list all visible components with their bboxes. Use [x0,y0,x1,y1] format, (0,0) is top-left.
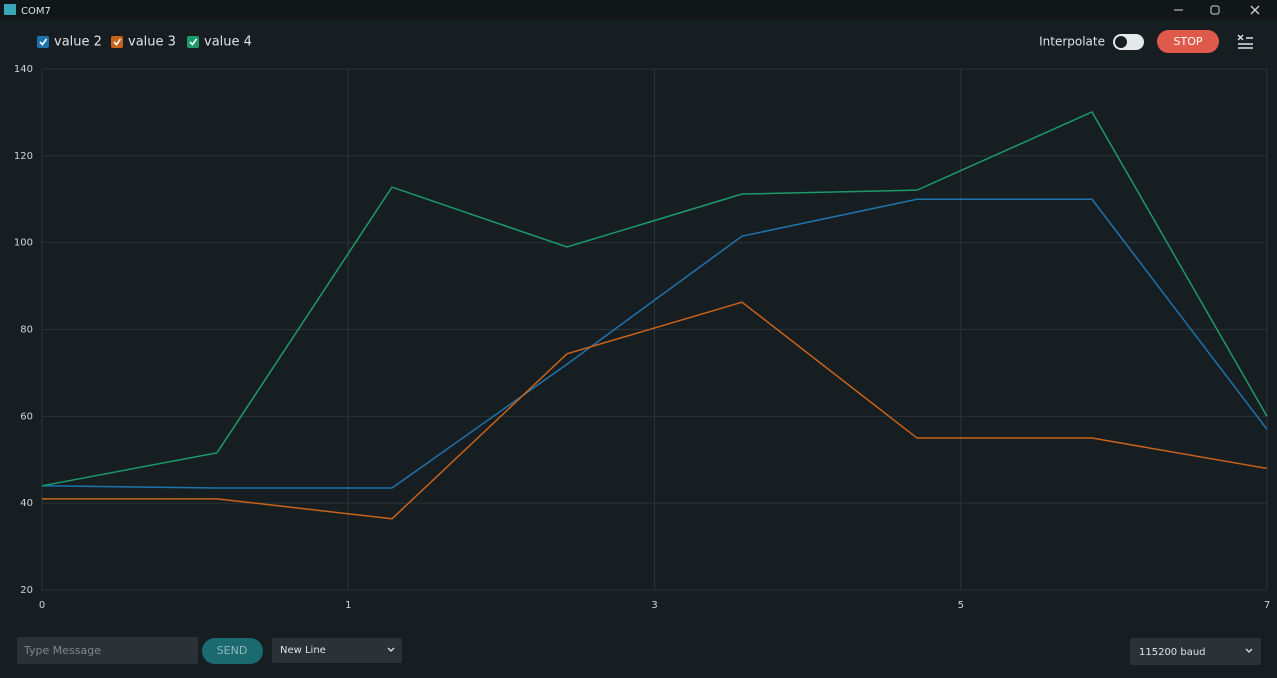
checkmark [189,38,198,46]
restore-button[interactable] [1210,5,1220,15]
checkmark [39,38,48,46]
y-tick-label: 100 [14,238,33,249]
data-line [42,301,1268,520]
dropdown-arrow [1245,648,1253,653]
window-title: COM7 [21,6,51,17]
x-tick-label: 7 [1264,600,1270,611]
dropdown-arrow [387,647,395,652]
legend-label: value 2 [54,35,102,50]
legend-checkbox[interactable] [37,36,49,48]
close-button[interactable] [1250,5,1260,15]
x-tick-label: 1 [345,600,351,611]
legend-label: value 4 [204,35,252,50]
toggle-knob [1115,36,1127,48]
y-tick-label: 20 [20,585,33,596]
x-tick-label: 5 [958,600,964,611]
legend-checkbox[interactable] [187,36,199,48]
y-tick-label: 60 [20,411,33,422]
title-bar [0,0,1277,20]
message-placeholder: Type Message [23,644,101,657]
x-tick-label: 0 [39,600,45,611]
stop-button[interactable] [1157,30,1219,53]
line-ending-select[interactable] [272,638,402,663]
data-line [41,111,1268,487]
y-tick-label: 80 [20,325,33,336]
baud-select[interactable] [1130,638,1261,665]
send-button[interactable] [202,638,263,664]
data-line [41,198,1268,489]
message-input[interactable] [17,637,198,664]
legend-checkbox[interactable] [111,36,123,48]
stop-label: STOP [1174,35,1203,48]
y-tick-label: 140 [14,64,33,75]
baud-value: 115200 baud [1139,647,1206,658]
app-icon [4,4,16,15]
checkmark [113,38,122,46]
clear-button[interactable] [1237,34,1253,49]
interpolate-label: Interpolate [1039,35,1105,49]
legend-label: value 3 [128,35,176,50]
line-ending-value: New Line [280,645,326,656]
x-tick-label: 3 [651,600,657,611]
y-tick-label: 40 [20,498,33,509]
send-label: SEND [217,644,248,657]
y-tick-label: 120 [14,151,33,162]
